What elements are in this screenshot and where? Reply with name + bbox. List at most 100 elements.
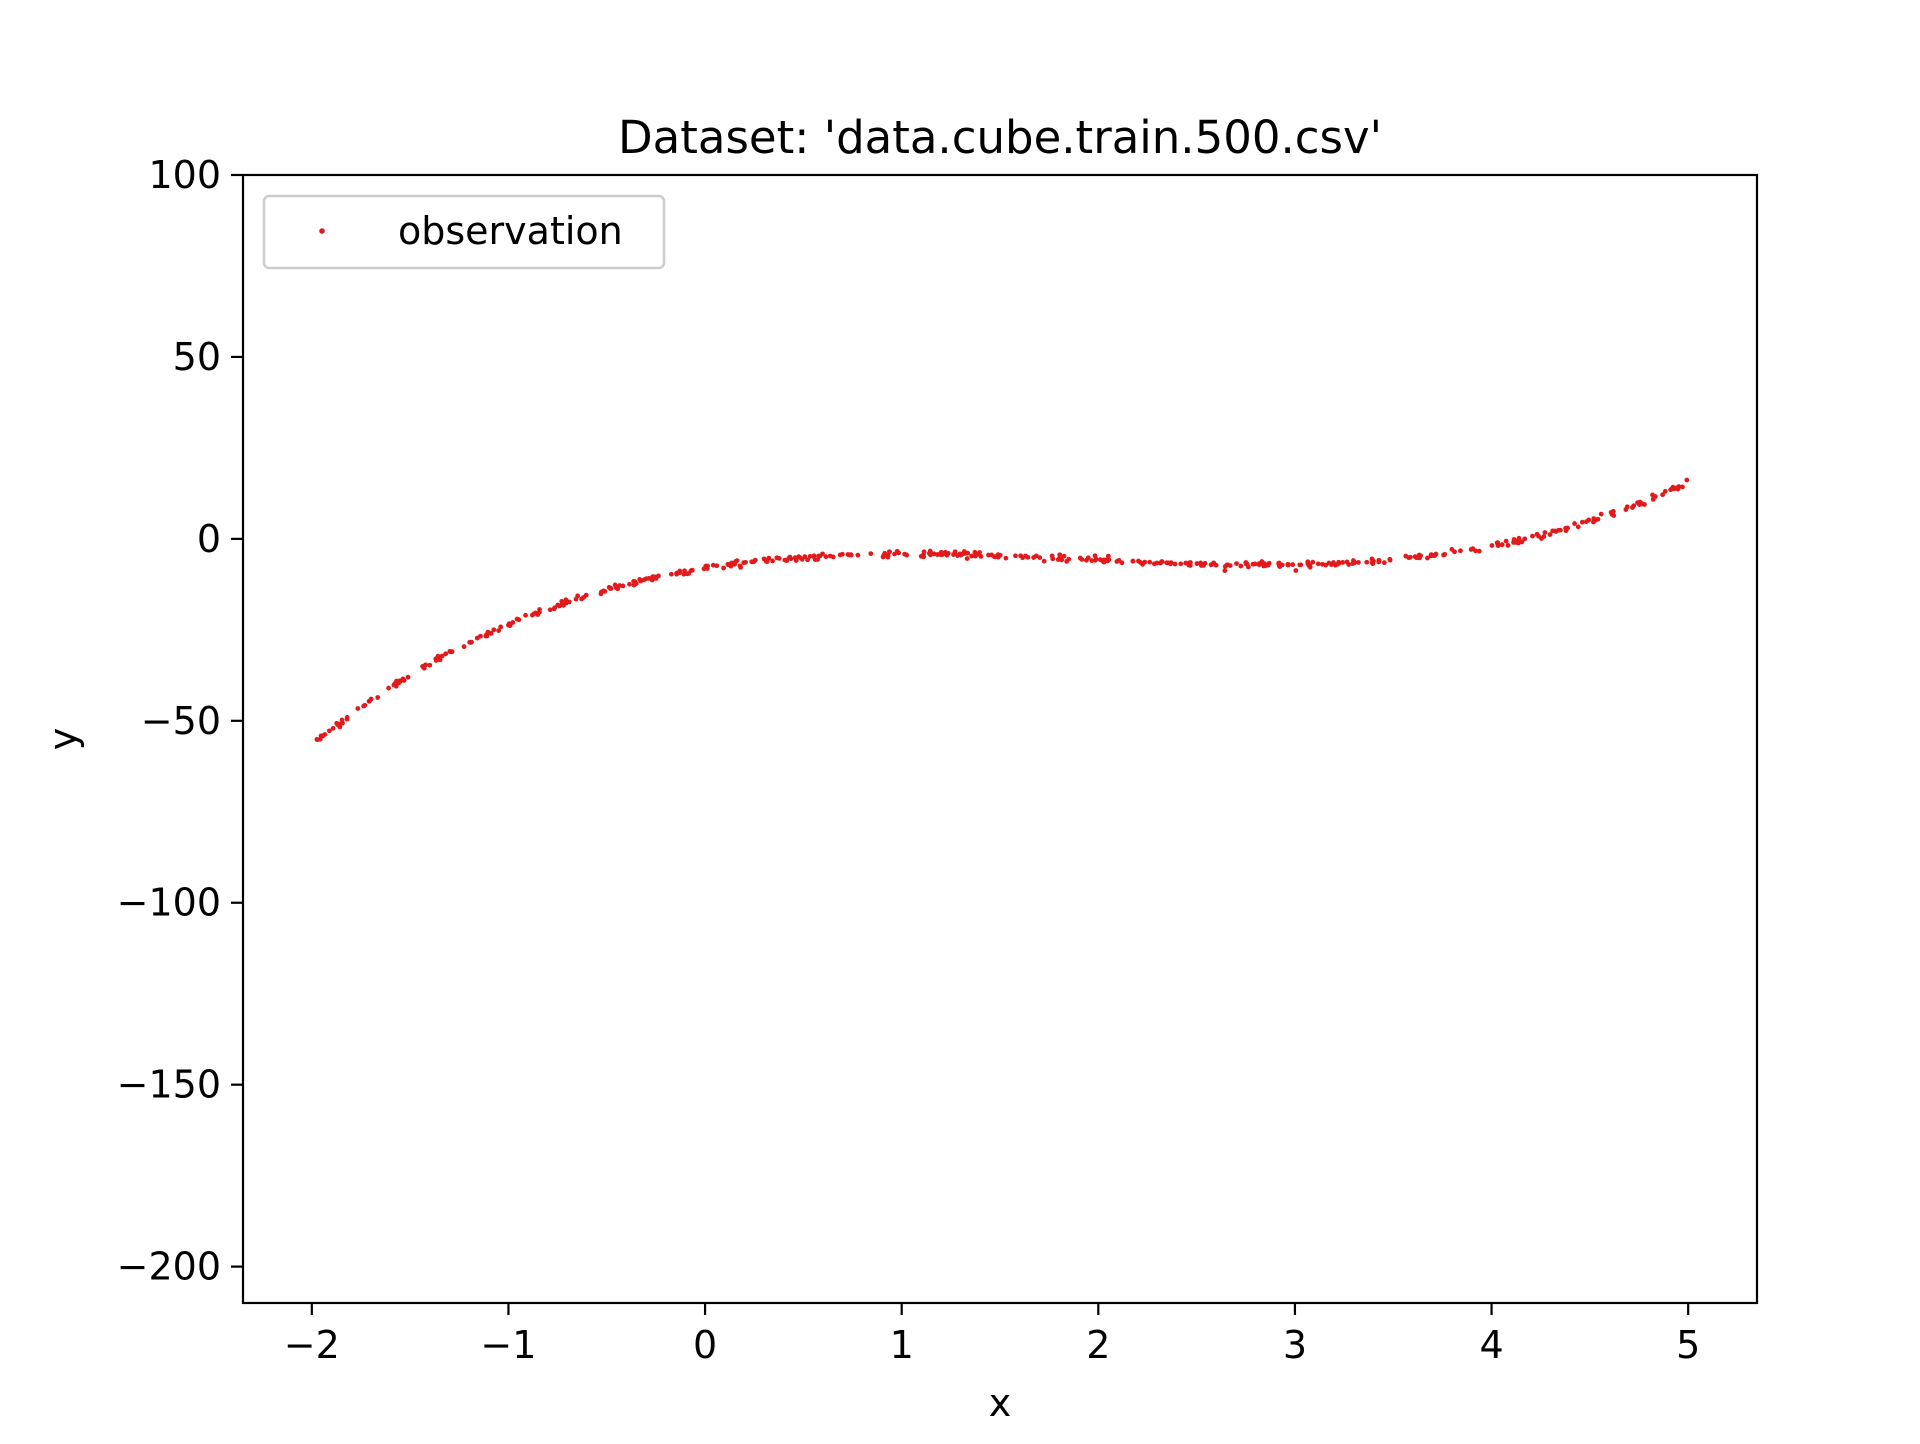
data-point — [1194, 561, 1200, 566]
data-point — [1178, 561, 1184, 567]
data-point — [566, 599, 572, 605]
data-point — [1089, 558, 1095, 564]
data-point — [1142, 559, 1148, 565]
data-point — [1003, 555, 1009, 561]
x-tick-label: 1 — [890, 1323, 914, 1367]
data-point — [1381, 560, 1387, 566]
data-point — [1441, 552, 1446, 558]
data-point — [1279, 562, 1285, 568]
y-tick-label: 0 — [197, 517, 221, 561]
data-point — [641, 577, 647, 583]
x-tick-label: 4 — [1479, 1323, 1503, 1367]
data-point — [969, 553, 974, 559]
data-point — [1245, 564, 1251, 570]
data-point — [423, 662, 428, 668]
data-point — [951, 552, 956, 557]
data-point — [1489, 543, 1495, 548]
data-point — [1511, 540, 1516, 545]
data-point — [393, 683, 399, 689]
data-point — [1101, 558, 1107, 564]
data-point — [1556, 527, 1561, 533]
data-point — [714, 563, 720, 569]
data-point — [344, 715, 350, 720]
data-point — [1093, 556, 1099, 562]
data-point — [944, 552, 950, 558]
x-tick-label: 0 — [693, 1323, 717, 1367]
data-point — [1591, 519, 1596, 525]
data-point — [1579, 519, 1585, 525]
data-point — [880, 554, 886, 560]
data-point — [327, 728, 332, 734]
data-point — [1049, 553, 1055, 559]
data-point — [1305, 560, 1311, 566]
data-point — [484, 632, 490, 637]
data-point — [1417, 555, 1422, 561]
data-point — [1505, 543, 1511, 548]
data-point — [537, 609, 542, 615]
data-point — [1684, 477, 1690, 483]
data-point — [362, 702, 368, 708]
data-point — [330, 725, 336, 731]
data-point — [1584, 519, 1589, 525]
data-point — [1041, 558, 1047, 564]
data-point — [1516, 535, 1522, 541]
data-point — [573, 596, 579, 602]
x-tick-label: 3 — [1283, 1323, 1307, 1367]
y-tick-label: −150 — [117, 1063, 221, 1107]
data-point — [976, 551, 981, 557]
data-point — [469, 639, 474, 645]
data-point — [498, 624, 504, 630]
data-point — [1598, 511, 1604, 517]
data-point — [1335, 561, 1340, 567]
legend-label-observation: observation — [398, 209, 623, 253]
data-point — [1591, 516, 1597, 521]
data-point — [1310, 559, 1316, 565]
data-point — [627, 581, 632, 587]
data-point — [957, 551, 963, 557]
x-tick-label: 2 — [1086, 1323, 1110, 1367]
data-point — [1238, 563, 1244, 569]
data-point — [375, 695, 381, 700]
y-tick-label: −200 — [117, 1245, 221, 1289]
x-tick-label: 5 — [1676, 1323, 1700, 1367]
data-point — [1522, 536, 1528, 542]
data-point — [612, 582, 618, 588]
data-point — [749, 559, 755, 565]
x-tick-label: −1 — [480, 1323, 536, 1367]
data-point — [1262, 563, 1268, 569]
y-tick-label: 50 — [173, 335, 221, 379]
data-point — [1329, 562, 1334, 567]
data-point — [631, 582, 637, 588]
data-point — [1624, 504, 1630, 510]
data-point — [1211, 560, 1217, 566]
data-point — [1662, 488, 1668, 494]
data-point — [885, 554, 891, 560]
data-point — [868, 551, 874, 557]
data-point — [1499, 542, 1505, 548]
data-point — [1376, 559, 1382, 565]
data-point — [855, 552, 861, 558]
data-point — [1541, 534, 1547, 540]
data-point — [1293, 568, 1299, 573]
data-point — [555, 602, 561, 608]
data-point — [1136, 558, 1141, 564]
data-point — [1130, 558, 1136, 564]
data-points — [314, 477, 1690, 743]
data-point — [721, 565, 726, 571]
data-point — [1637, 502, 1642, 507]
data-point — [1680, 484, 1685, 490]
data-point — [1105, 558, 1111, 564]
data-point — [894, 548, 900, 554]
data-point — [774, 555, 780, 561]
data-point — [1452, 549, 1457, 555]
y-tick-label: 100 — [148, 153, 221, 197]
data-point — [433, 658, 439, 663]
data-point — [366, 698, 372, 704]
data-point — [1105, 553, 1111, 559]
data-point — [1542, 530, 1548, 535]
data-point — [1151, 561, 1157, 567]
data-point — [523, 612, 528, 618]
data-point — [646, 576, 652, 581]
data-point — [1364, 559, 1370, 565]
